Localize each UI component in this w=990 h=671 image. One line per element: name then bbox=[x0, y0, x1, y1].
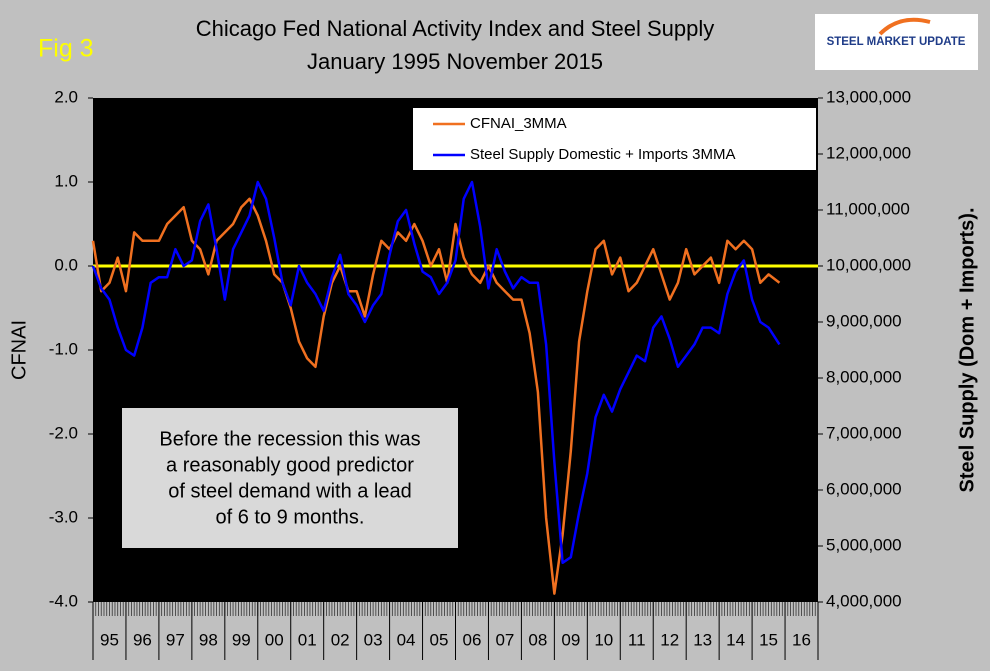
y2-tick-label: 10,000,000 bbox=[826, 255, 911, 274]
x-tick-label: 06 bbox=[463, 630, 482, 649]
y-tick-label: 2.0 bbox=[54, 87, 78, 106]
x-tick-label: 13 bbox=[693, 630, 712, 649]
x-tick-label: 10 bbox=[594, 630, 613, 649]
x-tick-label: 16 bbox=[792, 630, 811, 649]
legend-label: CFNAI_3MMA bbox=[470, 115, 567, 132]
y2-axis-label: Steel Supply (Dom + Imports). bbox=[956, 207, 978, 492]
x-tick-label: 15 bbox=[759, 630, 778, 649]
logo-text: STEEL MARKET UPDATE bbox=[827, 36, 966, 48]
x-tick-label: 96 bbox=[133, 630, 152, 649]
y-tick-label: -2.0 bbox=[49, 423, 78, 442]
chart-subtitle: January 1995 November 2015 bbox=[307, 49, 603, 74]
x-tick-label: 09 bbox=[561, 630, 580, 649]
figure-label: Fig 3 bbox=[38, 35, 94, 63]
chart-title: Chicago Fed National Activity Index and … bbox=[196, 16, 715, 41]
x-tick-label: 04 bbox=[397, 630, 416, 649]
annotation-text: of 6 to 9 months. bbox=[216, 506, 365, 528]
x-tick-label: 95 bbox=[100, 630, 119, 649]
annotation-box bbox=[122, 408, 458, 548]
y-tick-label: -1.0 bbox=[49, 339, 78, 358]
y-tick-label: 0.0 bbox=[54, 255, 78, 274]
x-tick-label: 98 bbox=[199, 630, 218, 649]
y2-tick-label: 8,000,000 bbox=[826, 367, 902, 386]
logo-swoosh bbox=[878, 17, 931, 36]
y-tick-label: -3.0 bbox=[49, 507, 78, 526]
x-tick-label: 07 bbox=[495, 630, 514, 649]
y2-tick-label: 4,000,000 bbox=[826, 591, 902, 610]
annotation-text: of steel demand with a lead bbox=[168, 480, 412, 502]
series-line bbox=[91, 180, 781, 565]
x-tick-label: 01 bbox=[298, 630, 317, 649]
x-tick-label: 00 bbox=[265, 630, 284, 649]
x-tick-label: 02 bbox=[331, 630, 350, 649]
y-tick-label: -4.0 bbox=[49, 591, 78, 610]
x-tick-label: 12 bbox=[660, 630, 679, 649]
y-axis-label: CFNAI bbox=[8, 320, 30, 380]
x-tick-label: 99 bbox=[232, 630, 251, 649]
y2-tick-label: 6,000,000 bbox=[826, 479, 902, 498]
y2-tick-label: 7,000,000 bbox=[826, 423, 902, 442]
legend bbox=[413, 108, 816, 170]
series-line bbox=[91, 197, 781, 595]
x-tick-label: 11 bbox=[628, 630, 646, 649]
x-tick-label: 14 bbox=[726, 630, 745, 649]
y2-tick-label: 5,000,000 bbox=[826, 535, 902, 554]
y2-tick-label: 12,000,000 bbox=[826, 143, 911, 162]
y-tick-label: 1.0 bbox=[54, 171, 78, 190]
legend-label: Steel Supply Domestic + Imports 3MMA bbox=[470, 146, 736, 163]
annotation-text: a reasonably good predictor bbox=[166, 454, 414, 476]
annotation-text: Before the recession this was bbox=[159, 428, 420, 450]
x-tick-label: 08 bbox=[528, 630, 547, 649]
x-tick-label: 97 bbox=[166, 630, 185, 649]
x-tick-label: 05 bbox=[430, 630, 449, 649]
y2-tick-label: 13,000,000 bbox=[826, 87, 911, 106]
y2-tick-label: 9,000,000 bbox=[826, 311, 902, 330]
y2-tick-label: 11,000,000 bbox=[826, 199, 910, 218]
x-tick-label: 03 bbox=[364, 630, 383, 649]
